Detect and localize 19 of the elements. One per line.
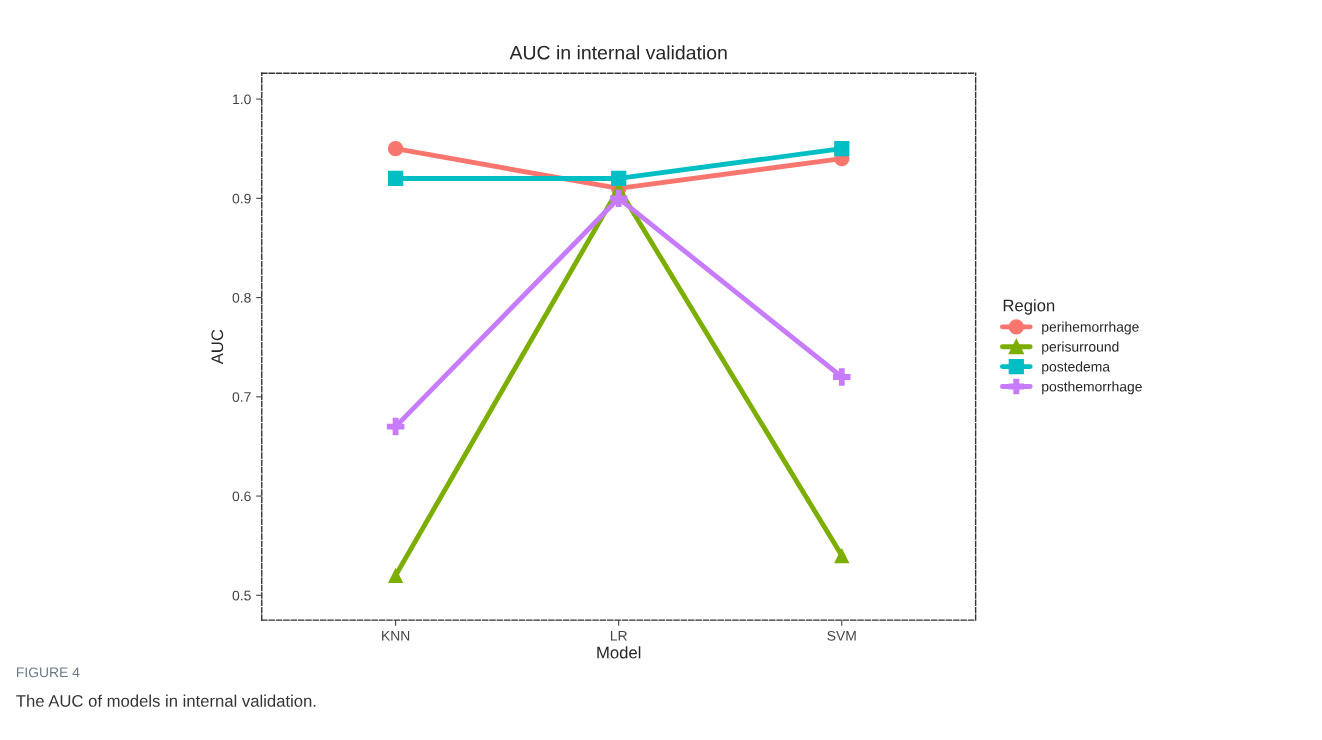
x-tick-label: SVM [827, 630, 856, 641]
y-tick-label: 0.5 [232, 590, 251, 601]
legend-label: perisurround [1042, 341, 1119, 355]
legend-label: perihemorrhage [1042, 321, 1139, 335]
legend-label: postedema [1042, 361, 1111, 375]
legend-label: posthemorrhage [1042, 381, 1142, 395]
y-tick-label: 0.9 [232, 193, 251, 204]
chart-title: AUC in internal validation [509, 45, 727, 60]
text: The AUC of models in internal validation. [16, 694, 316, 707]
x-tick-label: KNN [382, 631, 410, 641]
x-axis-title: Model [597, 646, 641, 659]
y-tick-label: 0.8 [232, 292, 251, 303]
y-axis-title: AUC [211, 329, 224, 365]
x-tick-label: LR [610, 631, 627, 641]
caption: FIGURE 4 [17, 667, 80, 678]
y-tick-label: 1.0 [233, 94, 251, 105]
y-tick-label: 0.7 [232, 392, 251, 402]
y-tick-label: 0.6 [232, 491, 251, 502]
legend-title: Region [1003, 299, 1055, 315]
